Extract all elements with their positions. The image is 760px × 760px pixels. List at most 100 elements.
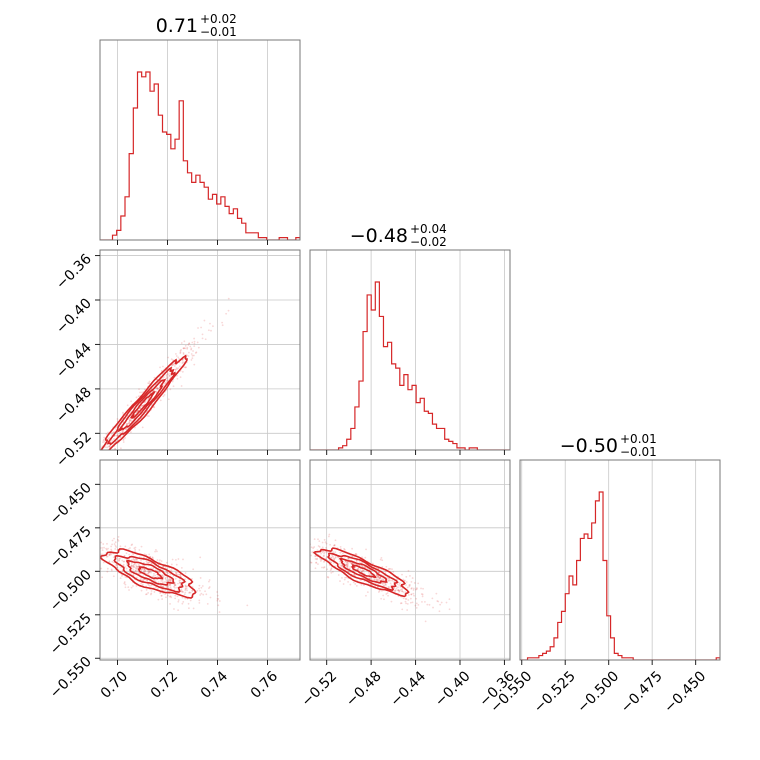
scatter-point [321, 541, 324, 544]
scatter-point [401, 590, 403, 593]
scatter-point [106, 570, 109, 573]
scatter-point [93, 559, 95, 561]
scatter-point [336, 556, 339, 559]
scatter-point [168, 577, 171, 580]
scatter-point [184, 591, 187, 594]
scatter-point [405, 602, 407, 605]
scatter-point [373, 577, 376, 580]
scatter-point [169, 595, 172, 598]
scatter-point [339, 545, 342, 548]
scatter-point [96, 450, 98, 452]
x-tick-label: 0.76 [248, 668, 281, 701]
scatter-point [310, 546, 313, 549]
scatter-point [73, 472, 75, 474]
scatter-point [206, 602, 209, 605]
scatter-point [198, 599, 201, 602]
scatter-point [147, 397, 150, 400]
scatter-point [313, 538, 316, 541]
scatter-point [327, 576, 330, 579]
scatter-point [120, 447, 122, 450]
scatter-point [351, 562, 354, 565]
scatter-point [396, 578, 398, 581]
title-plus: +0.04 [410, 222, 447, 236]
scatter-point [165, 580, 168, 583]
scatter-point [90, 464, 92, 466]
scatter-point [355, 559, 358, 562]
scatter-point [404, 597, 407, 600]
scatter-point [116, 435, 119, 437]
scatter-point [121, 431, 124, 434]
scatter-point [132, 568, 135, 571]
scatter-point [421, 593, 424, 596]
scatter-point [167, 373, 170, 376]
scatter-point [333, 557, 336, 560]
scatter-point [89, 561, 91, 563]
scatter-point [118, 560, 120, 562]
scatter-point [180, 566, 183, 569]
scatter-point [190, 353, 193, 355]
scatter-point [128, 422, 131, 425]
scatter-point [174, 597, 177, 600]
scatter-point [376, 574, 379, 577]
scatter-point [121, 559, 124, 562]
scatter-point [184, 587, 187, 590]
scatter-point [159, 592, 162, 594]
scatter-point [180, 589, 183, 592]
scatter-point [116, 538, 119, 541]
scatter-point [364, 566, 366, 569]
scatter-point [132, 574, 135, 576]
scatter-point [148, 571, 150, 574]
scatter-point [381, 559, 384, 562]
scatter-point [341, 564, 344, 567]
x-tick-label: −0.450 [661, 668, 709, 716]
scatter-point [132, 566, 135, 569]
scatter-point [147, 382, 150, 385]
scatter-point [106, 567, 109, 570]
scatter-point [169, 584, 172, 586]
scatter-point [69, 485, 71, 487]
scatter-point [116, 434, 119, 436]
scatter-point [417, 582, 420, 585]
scatter-point [181, 362, 184, 365]
scatter-point [134, 570, 137, 572]
scatter-point [157, 387, 159, 390]
scatter-point [131, 543, 134, 546]
scatter-point [165, 586, 168, 589]
scatter-point [410, 593, 413, 596]
scatter-point [165, 570, 168, 573]
scatter-point [316, 558, 318, 561]
scatter-point [182, 351, 185, 354]
scatter-point [180, 385, 183, 387]
scatter-point [387, 568, 390, 571]
scatter-point [221, 324, 224, 327]
scatter-point [175, 563, 178, 566]
scatter-point [89, 466, 91, 468]
scatter-point [341, 565, 344, 567]
scatter-point [174, 368, 177, 371]
scatter-point [331, 570, 334, 573]
scatter-point [123, 581, 126, 583]
scatter-point [371, 562, 374, 565]
scatter-point [379, 576, 381, 579]
scatter-point [379, 576, 382, 579]
scatter-point [181, 590, 184, 593]
scatter-point [428, 603, 431, 606]
scatter-point [130, 400, 133, 403]
scatter-point [337, 574, 340, 576]
scatter-point [124, 545, 127, 548]
scatter-point [406, 586, 409, 589]
scatter-point [88, 549, 90, 551]
scatter-point [155, 386, 158, 389]
scatter-point [156, 559, 159, 561]
scatter-point [175, 573, 178, 576]
scatter-point [86, 474, 88, 476]
scatter-point [346, 563, 348, 566]
scatter-point [184, 347, 187, 350]
scatter-point [293, 547, 295, 549]
scatter-point [162, 586, 165, 588]
scatter-point [156, 388, 159, 391]
scatter-point [217, 604, 220, 607]
scatter-point [317, 545, 320, 547]
scatter-point [157, 598, 160, 601]
scatter-point [180, 342, 183, 344]
